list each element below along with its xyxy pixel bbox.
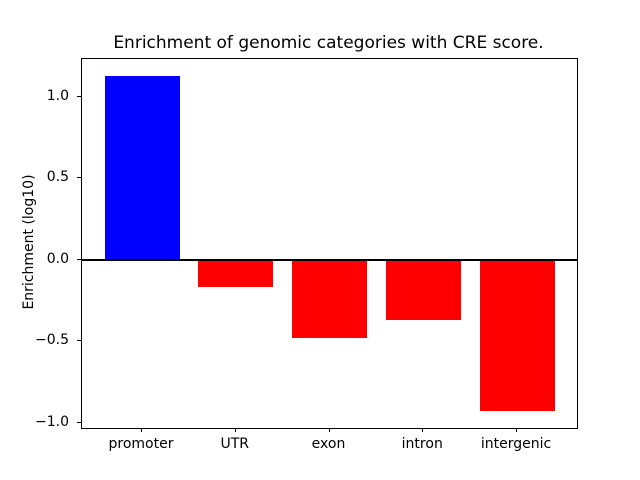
x-tick-mark <box>328 428 330 432</box>
x-tick-mark <box>422 428 424 432</box>
y-tick-label: −1.0 <box>35 413 69 430</box>
bar-promoter <box>104 75 180 260</box>
plot-area <box>81 58 578 429</box>
chart-title: Enrichment of genomic categories with CR… <box>113 33 544 53</box>
y-tick-label: 1.0 <box>46 87 69 104</box>
bar-UTR <box>198 259 274 288</box>
y-tick-label: −0.5 <box>35 332 69 349</box>
y-tick-mark <box>77 340 81 342</box>
zero-line <box>82 258 577 261</box>
y-tick-label: 0.0 <box>46 250 69 267</box>
y-tick-mark <box>77 421 81 423</box>
bar-exon <box>292 259 367 338</box>
y-tick-mark <box>77 177 81 179</box>
x-tick-label-intergenic: intergenic <box>480 436 552 452</box>
bar-intergenic <box>479 259 555 412</box>
y-axis-label-text: Enrichment (log10) <box>21 174 37 310</box>
y-tick-mark <box>77 258 81 260</box>
x-tick-label-exon: exon <box>311 436 346 452</box>
y-tick-mark <box>77 95 81 97</box>
bar-intron <box>385 259 461 321</box>
x-tick-label-promoter: promoter <box>108 436 174 452</box>
x-tick-label-UTR: UTR <box>220 436 250 452</box>
x-tick-label-intron: intron <box>401 436 443 452</box>
x-tick-mark <box>234 428 236 432</box>
x-tick-mark <box>141 428 142 432</box>
y-tick-label: 0.5 <box>46 169 69 186</box>
x-tick-mark <box>516 428 517 432</box>
